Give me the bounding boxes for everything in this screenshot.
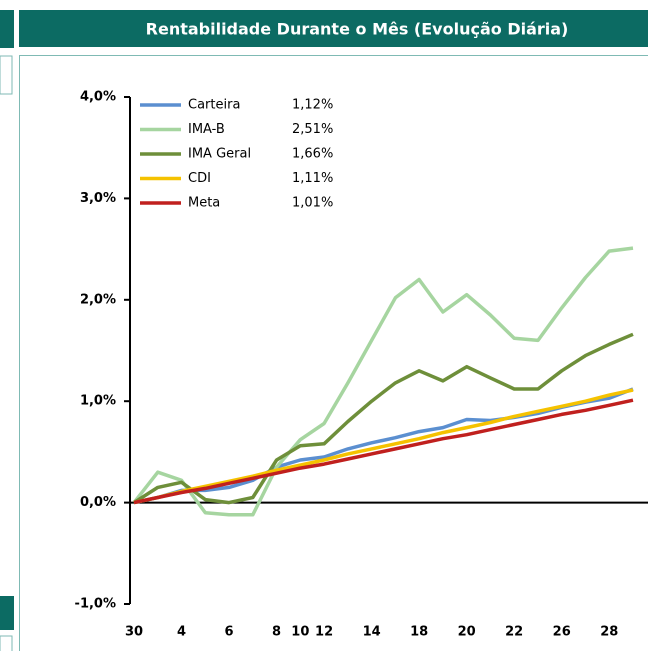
x-tick-label: 22 <box>505 625 523 640</box>
legend-value: 1,11% <box>292 171 333 186</box>
side-frame <box>0 635 13 651</box>
panel-border <box>19 55 648 651</box>
y-tick-label: 3,0% <box>80 191 116 206</box>
legend-value: 1,12% <box>292 98 333 113</box>
x-tick-label: 10 <box>291 625 309 640</box>
line-series <box>133 388 634 505</box>
y-tick-label: 4,0% <box>80 90 116 105</box>
legend-label: IMA Geral <box>188 147 251 162</box>
legend-label: Carteira <box>188 98 240 113</box>
title-bar <box>19 10 648 47</box>
legend-value: 2,51% <box>292 122 333 137</box>
x-tick-label: 4 <box>177 625 186 640</box>
x-tick-label: 18 <box>410 625 428 640</box>
x-tick-label: 26 <box>553 625 571 640</box>
side-frame <box>0 55 13 95</box>
x-tick-label: 8 <box>272 625 281 640</box>
y-tick-label: 2,0% <box>80 292 116 307</box>
legend-label: IMA-B <box>188 122 225 137</box>
x-tick-label: 12 <box>315 625 333 640</box>
legend-label: Meta <box>188 196 220 211</box>
line-series <box>133 332 634 505</box>
y-tick-label: -1,0% <box>75 597 116 612</box>
chart-title: Rentabilidade Durante o Mês (Evolução Di… <box>146 20 569 39</box>
x-tick-label: 6 <box>225 625 234 640</box>
x-tick-label: 30 <box>125 625 143 640</box>
side-tab <box>0 596 14 630</box>
x-tick-label: 28 <box>600 625 618 640</box>
side-tab <box>0 10 14 48</box>
line-series <box>133 398 634 505</box>
y-tick-label: 1,0% <box>80 394 116 409</box>
x-tick-label: 14 <box>363 625 381 640</box>
legend-value: 1,66% <box>292 147 333 162</box>
y-tick-label: 0,0% <box>80 495 116 510</box>
line-series <box>132 246 634 517</box>
legend-value: 1,01% <box>292 196 333 211</box>
x-tick-label: 20 <box>458 625 476 640</box>
legend-label: CDI <box>188 171 211 186</box>
